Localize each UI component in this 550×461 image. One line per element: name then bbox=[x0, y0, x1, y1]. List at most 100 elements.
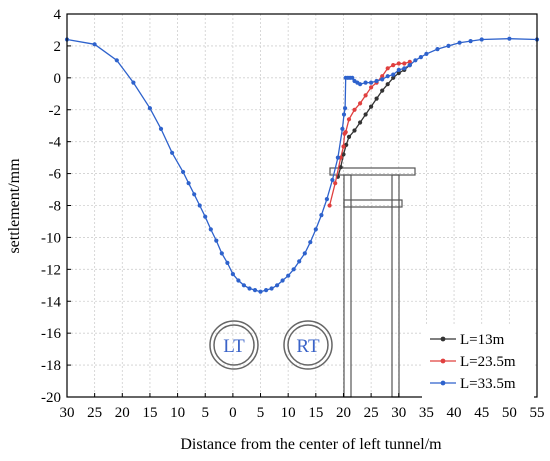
data-point bbox=[396, 67, 401, 72]
data-point bbox=[247, 286, 252, 291]
x-tick-label: 40 bbox=[447, 405, 462, 421]
right-tunnel-label: RT bbox=[296, 336, 320, 357]
data-point bbox=[507, 36, 512, 41]
y-axis-title: settlement/mm bbox=[6, 158, 23, 254]
legend-marker bbox=[440, 336, 446, 342]
data-point bbox=[258, 289, 263, 294]
x-tick-label: 5 bbox=[201, 405, 209, 421]
data-point bbox=[225, 260, 230, 265]
x-axis-title: Distance from the center of left tunnel/… bbox=[180, 436, 442, 453]
data-point bbox=[479, 37, 484, 42]
data-point bbox=[369, 104, 374, 109]
data-point bbox=[340, 126, 345, 131]
y-tick-label: 2 bbox=[54, 39, 62, 55]
left-tunnel: LT bbox=[209, 320, 259, 370]
tunnels: LT RT bbox=[209, 320, 333, 370]
data-point bbox=[396, 70, 401, 76]
data-point bbox=[158, 126, 164, 131]
x-tick-label: 20 bbox=[115, 405, 130, 421]
data-point bbox=[402, 66, 407, 71]
data-point bbox=[230, 272, 235, 277]
data-point bbox=[358, 120, 363, 125]
legend-label: L=13m bbox=[460, 332, 505, 348]
data-point bbox=[374, 78, 379, 84]
x-tick-label: 20 bbox=[336, 405, 351, 421]
data-point bbox=[297, 259, 302, 264]
x-tick-label: 25 bbox=[364, 405, 379, 421]
data-point bbox=[330, 177, 335, 183]
x-tick-label: 30 bbox=[60, 405, 75, 421]
y-tick-label: -14 bbox=[41, 294, 61, 310]
data-point bbox=[352, 107, 357, 112]
data-point bbox=[457, 40, 462, 45]
data-point bbox=[369, 85, 374, 90]
data-point bbox=[236, 278, 241, 283]
pile-beam bbox=[343, 199, 403, 208]
x-tick-label: 15 bbox=[142, 405, 157, 421]
y-tick-label: 4 bbox=[54, 7, 62, 23]
data-point bbox=[131, 80, 136, 85]
legend-marker bbox=[440, 380, 446, 386]
data-point bbox=[343, 130, 348, 135]
data-point bbox=[374, 96, 379, 101]
data-point bbox=[407, 59, 412, 64]
data-point bbox=[407, 63, 412, 68]
y-tick-label: -12 bbox=[41, 262, 61, 278]
series-line bbox=[337, 64, 411, 177]
data-point bbox=[391, 75, 396, 80]
data-point bbox=[302, 251, 307, 256]
y-tick-label: -2 bbox=[49, 103, 62, 119]
data-point bbox=[446, 43, 451, 49]
data-point bbox=[341, 112, 347, 117]
legend: L=13m L=23.5m L=33.5m bbox=[422, 326, 534, 398]
series-2 bbox=[327, 59, 412, 208]
data-point bbox=[170, 150, 175, 155]
y-tick-label: -10 bbox=[41, 230, 61, 246]
x-tick-label: 15 bbox=[308, 405, 323, 421]
legend-marker bbox=[440, 358, 446, 364]
data-point bbox=[319, 213, 324, 218]
data-point bbox=[424, 51, 429, 57]
data-point bbox=[147, 106, 152, 111]
data-point bbox=[363, 93, 368, 98]
data-point bbox=[346, 117, 352, 122]
data-point bbox=[252, 288, 258, 293]
legend-label: L=23.5m bbox=[460, 354, 516, 370]
data-point bbox=[363, 80, 368, 85]
series-3 bbox=[64, 36, 540, 294]
data-point bbox=[313, 227, 318, 232]
y-tick-label: -8 bbox=[49, 199, 62, 215]
data-point bbox=[203, 214, 208, 219]
x-tick-label: 5 bbox=[257, 405, 265, 421]
data-point bbox=[333, 181, 338, 186]
data-point bbox=[385, 66, 390, 71]
data-point bbox=[181, 169, 186, 175]
data-point bbox=[324, 197, 329, 202]
data-point bbox=[343, 106, 348, 111]
right-tunnel: RT bbox=[283, 320, 333, 370]
y-tick-label: -16 bbox=[41, 326, 61, 342]
data-point bbox=[275, 283, 280, 288]
data-point bbox=[214, 238, 219, 243]
data-point bbox=[186, 181, 191, 186]
y-tick-label: -6 bbox=[49, 167, 62, 183]
data-point bbox=[402, 61, 407, 66]
x-tick-label: 35 bbox=[419, 405, 434, 421]
data-point bbox=[391, 72, 396, 77]
left-tunnel-label: LT bbox=[223, 336, 245, 357]
pile-left bbox=[343, 174, 352, 398]
data-point bbox=[341, 144, 346, 149]
legend-label: L=33.5m bbox=[460, 376, 516, 392]
data-point bbox=[241, 283, 246, 288]
y-tick-label: 0 bbox=[54, 71, 62, 87]
data-point bbox=[391, 63, 396, 68]
x-tick-label: 10 bbox=[281, 405, 296, 421]
data-point bbox=[385, 82, 390, 87]
data-point bbox=[192, 192, 197, 197]
data-point bbox=[358, 101, 363, 106]
data-point bbox=[380, 77, 385, 82]
data-point bbox=[350, 75, 355, 80]
pile-cap-top bbox=[329, 167, 416, 176]
data-point bbox=[346, 134, 352, 139]
